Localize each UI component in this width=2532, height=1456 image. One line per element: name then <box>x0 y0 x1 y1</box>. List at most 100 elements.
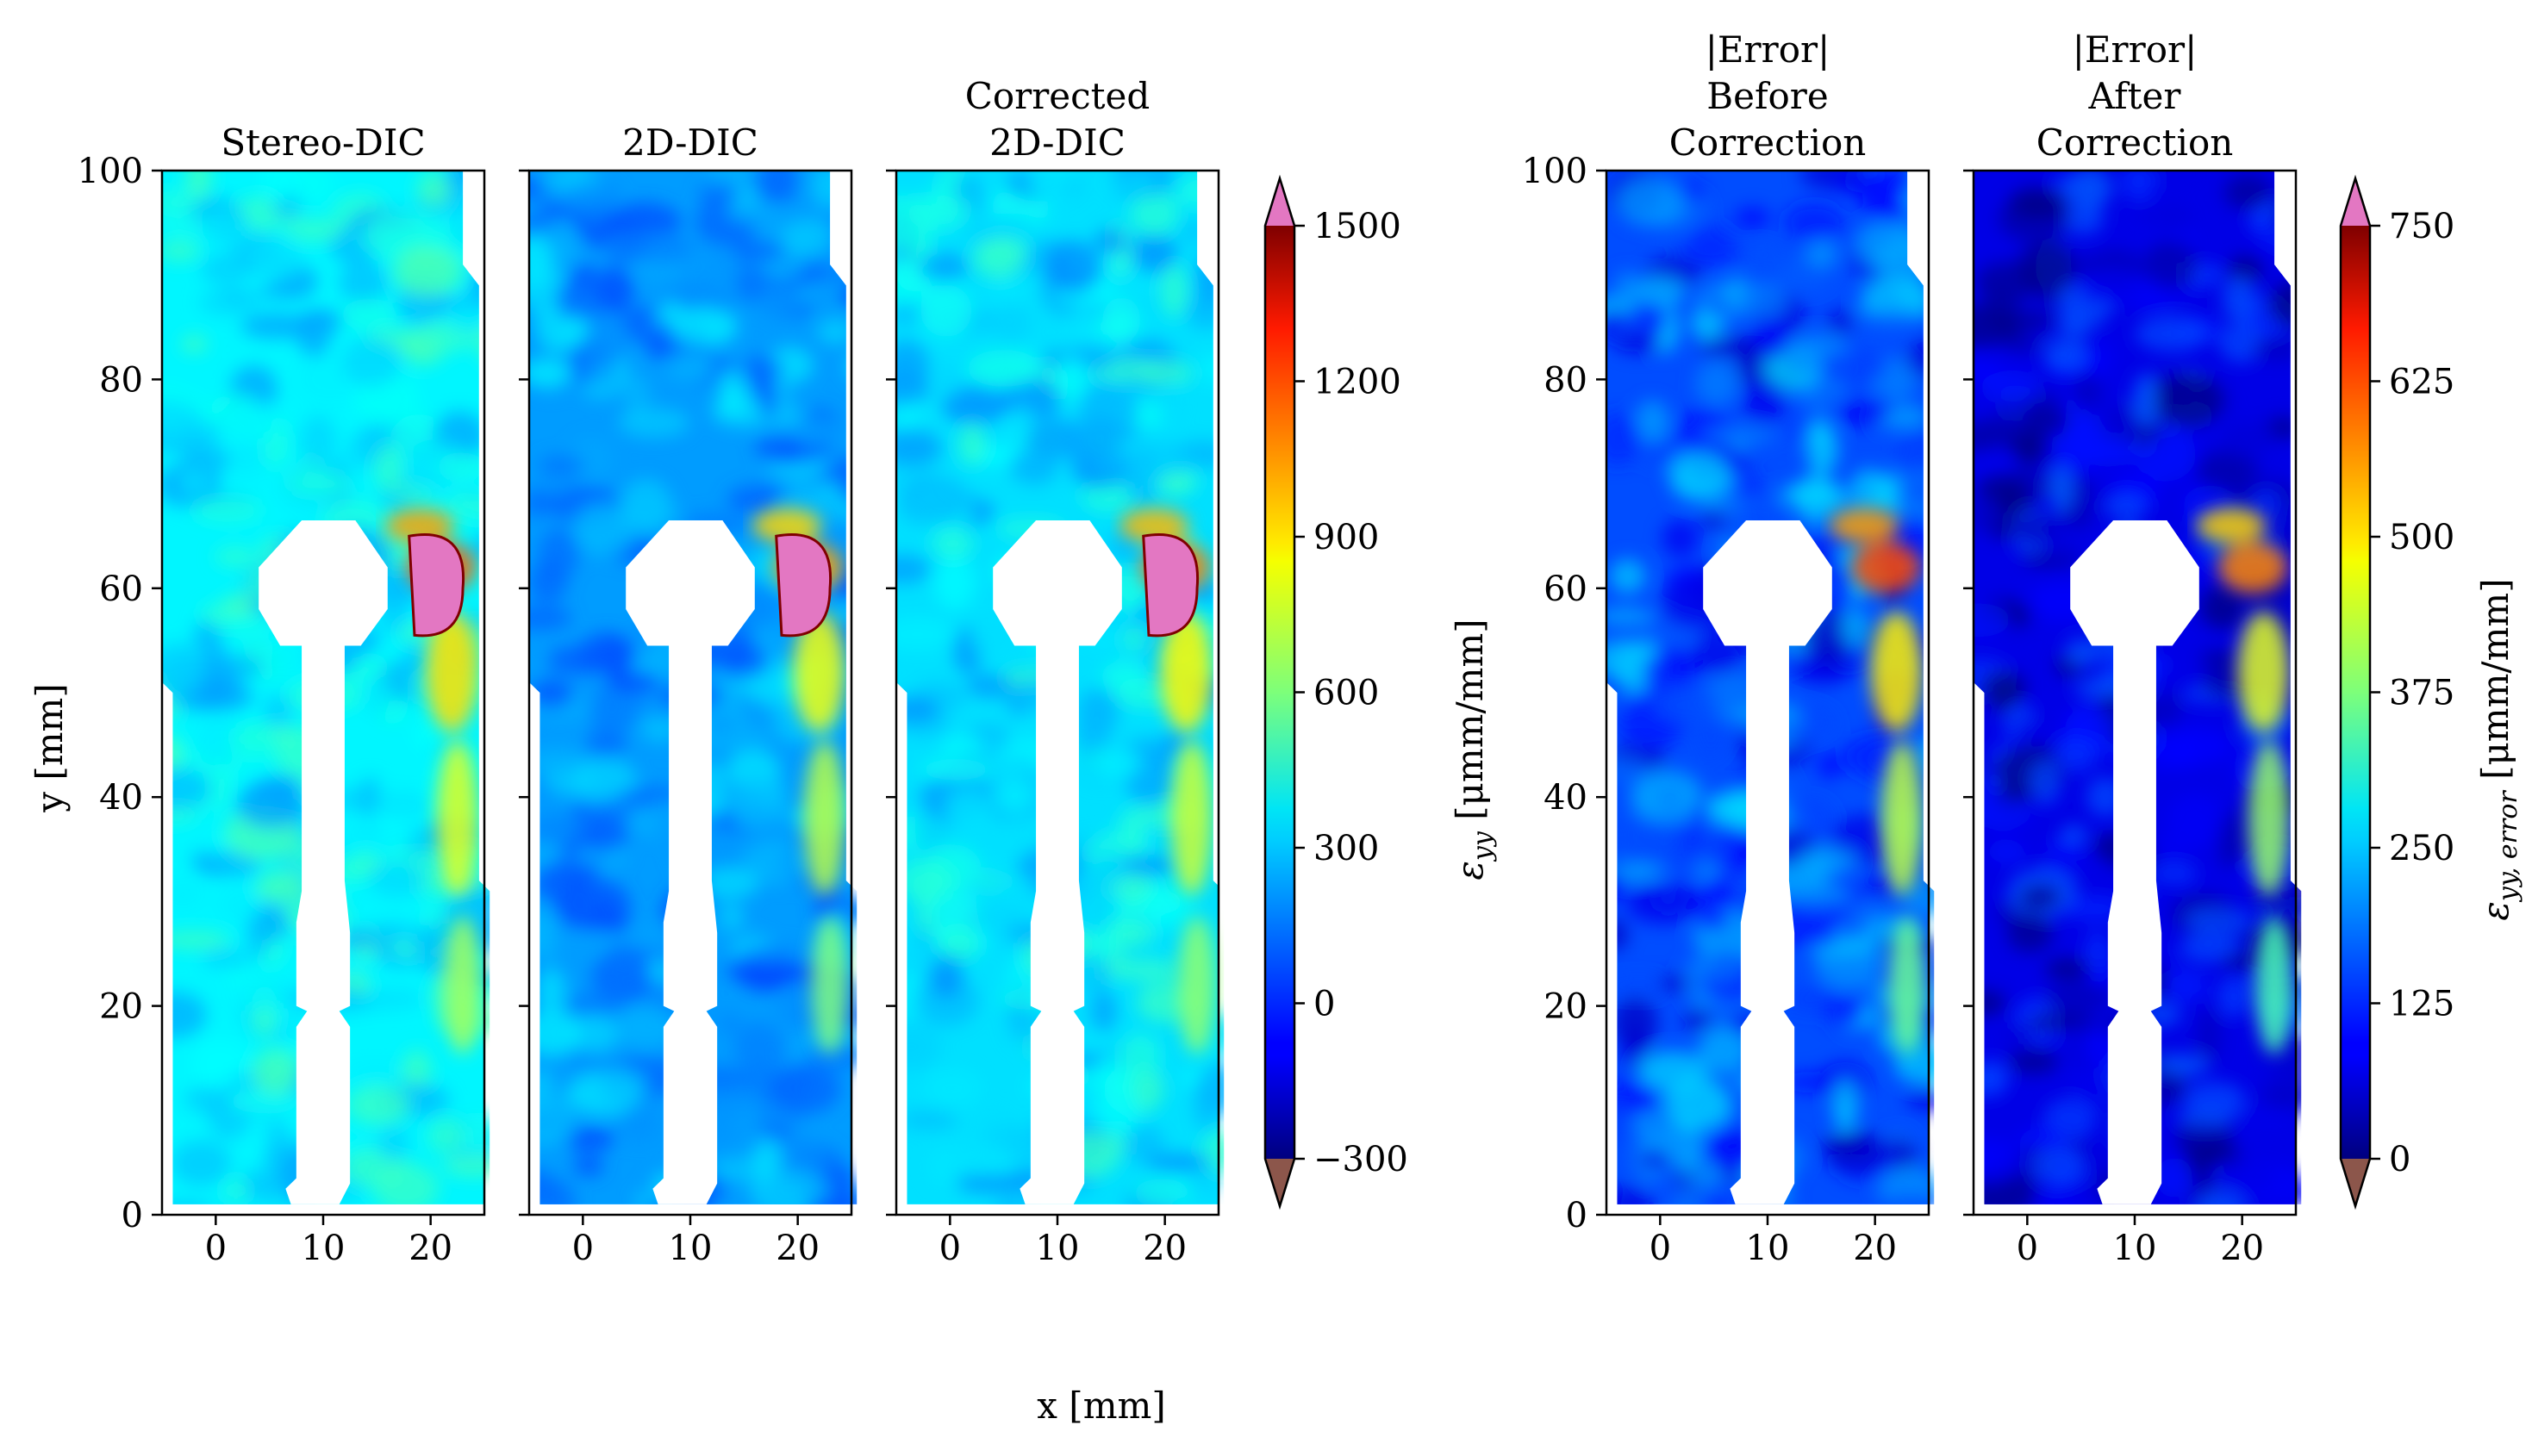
field-patch <box>2155 1157 2193 1198</box>
field-patch <box>951 1144 1018 1178</box>
field-patch <box>945 790 995 826</box>
field-patch <box>2236 1104 2298 1128</box>
field-patch <box>1707 949 1744 975</box>
x-tick-label: 0 <box>1650 1229 1671 1268</box>
field-patch <box>1212 768 1225 823</box>
field-patch <box>697 182 739 205</box>
field-patch <box>2150 835 2194 861</box>
field-patch <box>840 184 858 218</box>
field-patch <box>585 730 627 759</box>
field-patch <box>1106 173 1154 191</box>
y-tick-label: 60 <box>1544 569 1587 609</box>
field-patch <box>246 913 271 959</box>
field-patch <box>2008 1048 2059 1074</box>
field-patch <box>1874 473 1901 515</box>
field-patch <box>339 261 389 305</box>
y-tick-label: 40 <box>1544 778 1587 818</box>
colorbar-tick-label: 600 <box>1313 674 1379 713</box>
field-patch <box>2155 171 2195 189</box>
field-patch <box>896 857 957 902</box>
field-patch <box>989 303 1032 343</box>
field-patch <box>666 348 712 382</box>
field-patch <box>896 1023 942 1071</box>
field-patch <box>618 505 680 525</box>
field-patch <box>733 1022 787 1073</box>
field-patch <box>1606 412 1642 466</box>
field-patch <box>402 1049 433 1092</box>
field-patch <box>1986 841 2027 862</box>
field-patch <box>922 1067 982 1110</box>
field-patch <box>1606 1093 1635 1140</box>
field-patch <box>767 1063 841 1114</box>
field-patch <box>783 217 832 258</box>
field-patch <box>564 180 621 215</box>
field-patch <box>1780 482 1848 506</box>
field-patch <box>2267 202 2302 240</box>
field-patch <box>1779 883 1851 905</box>
strain-colorbar-symbol: ε <box>1449 861 1491 880</box>
field-patch <box>1910 171 1935 217</box>
hotspot-patch <box>752 508 822 544</box>
panel-title: Before <box>1706 75 1828 117</box>
field-patch <box>2196 451 2258 489</box>
field-patch <box>1160 264 1188 319</box>
colorbar-tick-label: 375 <box>2389 674 2454 713</box>
field-patch <box>341 298 396 331</box>
field-patch <box>759 286 798 318</box>
field-patch <box>618 408 690 438</box>
field-patch <box>567 1016 619 1054</box>
y-tick-label: 20 <box>99 987 143 1027</box>
field-patch <box>1894 430 1935 470</box>
error-colorbar-symbol: ε <box>2474 901 2516 921</box>
panel-2: 0 10 20 2D-DIC <box>519 121 858 1268</box>
colorbar-tick-label: 500 <box>2389 518 2454 557</box>
field-patch <box>2127 206 2193 229</box>
field-patch <box>1614 271 1640 297</box>
field-patch <box>442 1154 490 1178</box>
field-patch <box>2223 174 2273 210</box>
field-patch <box>341 336 402 387</box>
field-patch <box>1075 415 1123 463</box>
x-tick-label: 0 <box>205 1229 227 1268</box>
field-patch <box>933 556 976 610</box>
field-patch <box>1741 243 1782 265</box>
field-patch <box>215 400 278 445</box>
field-patch <box>2147 750 2201 770</box>
field-patch <box>583 313 629 366</box>
field-patch <box>1878 1166 1935 1204</box>
field-patch <box>1637 1150 1672 1169</box>
hotspot-patch <box>1880 740 1923 896</box>
colorbar-tick-label: −300 <box>1313 1140 1408 1179</box>
field-patch <box>2277 188 2302 233</box>
field-patch <box>896 266 932 304</box>
colorbar-tick-label: 125 <box>2389 985 2454 1024</box>
notch-cutout <box>2070 520 2199 1204</box>
field-patch <box>1606 639 1651 679</box>
field-patch <box>615 230 645 264</box>
field-patch <box>1130 190 1179 237</box>
field-patch <box>183 445 232 475</box>
field-patch <box>2065 709 2119 738</box>
x-tick-label: 10 <box>1746 1229 1790 1268</box>
field-patch <box>824 203 858 256</box>
y-tick-label: 100 <box>1522 152 1587 191</box>
field-patch <box>1832 1080 1858 1133</box>
field-patch <box>1146 1154 1214 1172</box>
field-patch <box>816 318 855 345</box>
field-patch <box>285 471 352 495</box>
field-patch <box>1090 990 1117 1032</box>
field-patch <box>162 240 201 262</box>
field-patch <box>1821 1134 1872 1155</box>
field-patch <box>972 214 1041 236</box>
field-patch <box>1616 177 1687 227</box>
field-patch <box>1787 798 1835 839</box>
hotspot-patch <box>1170 740 1213 896</box>
notch-cutout <box>259 520 388 1204</box>
field-patch <box>1189 1172 1220 1192</box>
field-patch <box>1139 882 1195 929</box>
field-patch <box>1606 607 1652 626</box>
field-patch <box>1675 406 1733 459</box>
field-patch <box>2267 281 2302 328</box>
